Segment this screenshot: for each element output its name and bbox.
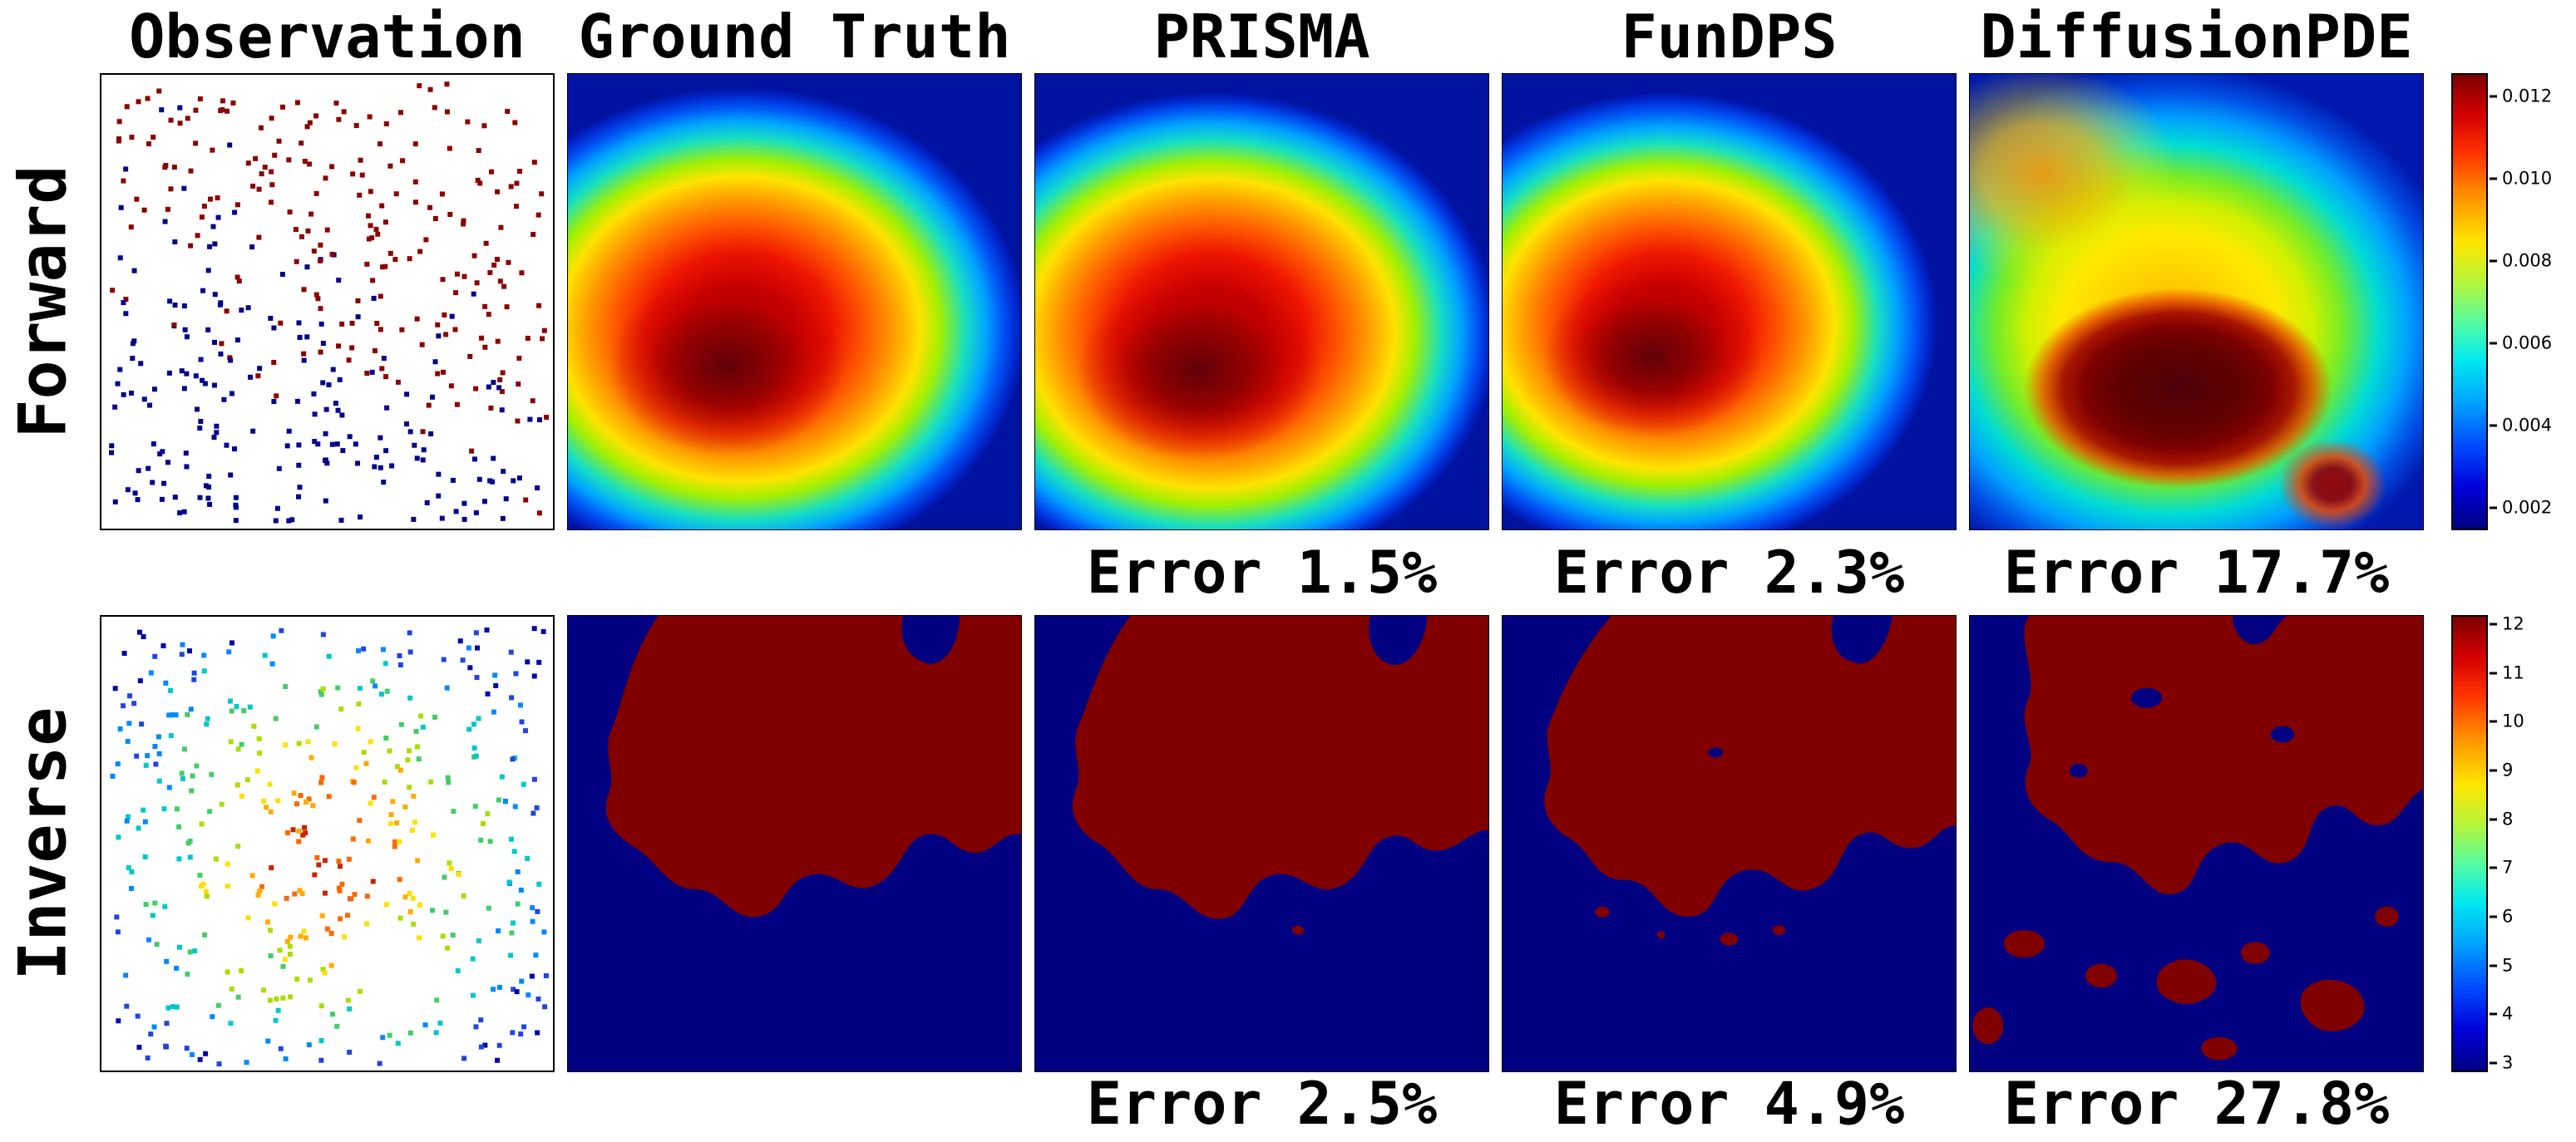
forward-error-row: Error 1.5% Error 2.3% Error 17.7%: [0, 530, 2576, 615]
forward-colorbar-tick: 0.002: [2490, 499, 2552, 516]
inverse-colorbar-tick: 9: [2490, 760, 2514, 780]
inverse-colorbar-gradient: [2451, 615, 2488, 1072]
column-header-ground-truth: Ground Truth: [578, 2, 1011, 71]
inverse-prisma-field: [1035, 616, 1488, 1071]
inverse-colorbar-tick: 7: [2490, 859, 2513, 877]
column-header-fundps: FunDPS: [1621, 2, 1838, 71]
inverse-colorbar: 12 11 10 9 8 7 6 5 4 3: [2436, 615, 2574, 1072]
inverse-diffusionpde-field: [1970, 616, 2423, 1071]
column-header-prisma: PRISMA: [1153, 2, 1370, 71]
tick-label: 7: [2502, 857, 2514, 878]
inverse-error-diffusionpde: Error 27.8%: [2003, 1070, 2390, 1138]
inverse-prisma-red-region: [1072, 616, 1488, 935]
row-label-inverse: Inverse: [6, 706, 81, 981]
inverse-prisma-heatmap: [1034, 615, 1489, 1072]
inverse-error-prisma: Error 2.5%: [1086, 1070, 1438, 1138]
inverse-gt-red-region: [605, 616, 1021, 918]
inverse-colorbar-tick: 12: [2490, 613, 2524, 634]
forward-colorbar-tick: 0.008: [2490, 252, 2552, 269]
inverse-diffusionpde-navy-holes: [2069, 687, 2295, 778]
forward-error-fundps: Error 2.3%: [1553, 539, 1905, 607]
forward-colorbar-gradient: [2451, 73, 2488, 530]
forward-error-diffusionpde: Error 17.7%: [2003, 539, 2390, 607]
forward-observation-panel: [100, 73, 555, 530]
forward-error-prisma: Error 1.5%: [1086, 539, 1438, 607]
forward-colorbar-tick: 0.010: [2490, 170, 2552, 187]
inverse-colorbar-tick: 5: [2490, 957, 2513, 974]
tick-label: 0.012: [2502, 86, 2553, 106]
inverse-fundps-field: [1503, 616, 1956, 1071]
inverse-colorbar-tick: 6: [2490, 908, 2513, 926]
tick-label: 8: [2502, 809, 2514, 829]
tick-label: 12: [2502, 613, 2524, 634]
inverse-colorbar-tick: 10: [2490, 711, 2524, 731]
forward-observation-scatter: [109, 81, 550, 524]
column-header-observation: Observation: [129, 2, 526, 71]
tick-label: 5: [2502, 955, 2514, 976]
inverse-error-fundps: Error 4.9%: [1553, 1070, 1905, 1138]
column-header-diffusionpde: DiffusionPDE: [1980, 2, 2413, 71]
forward-row: Forward 0.012 0.010 0.008 0.006 0.004 0.…: [0, 73, 2576, 530]
inverse-fundps-navy-holes: [1708, 747, 1723, 758]
tick-label: 11: [2502, 662, 2524, 683]
tick-label: 0.006: [2502, 332, 2553, 352]
forward-colorbar: 0.012 0.010 0.008 0.006 0.004 0.002: [2436, 73, 2574, 530]
tick-label: 0.008: [2502, 250, 2553, 270]
row-label-forward: Forward: [6, 165, 81, 439]
inverse-row: Inverse: [0, 615, 2576, 1072]
forward-gutter: Forward: [0, 73, 87, 530]
inverse-diffusionpde-heatmap: [1969, 615, 2424, 1072]
inverse-ground-truth-heatmap: [567, 615, 1022, 1072]
inverse-colorbar-tick: 8: [2490, 810, 2513, 828]
tick-label: 0.004: [2502, 415, 2553, 435]
forward-fundps-heatmap: [1502, 73, 1957, 530]
inverse-colorbar-tick: 4: [2490, 1003, 2514, 1024]
inverse-observation-scatter: [110, 626, 549, 1067]
inverse-fundps-heatmap: [1502, 615, 1957, 1072]
tick-label: 0.010: [2502, 168, 2553, 188]
tick-label: 9: [2502, 760, 2514, 780]
inverse-observation-panel: [100, 615, 555, 1072]
inverse-fundps-red-region: [1544, 616, 1956, 946]
tick-label: 4: [2502, 1003, 2514, 1024]
forward-colorbar-tick: 0.006: [2490, 334, 2552, 352]
forward-prisma-heatmap: [1034, 73, 1489, 530]
inverse-gt-field: [568, 616, 1021, 1071]
column-headers: Observation Ground Truth PRISMA FunDPS D…: [0, 3, 2576, 73]
inverse-gutter: Inverse: [0, 615, 87, 1072]
forward-colorbar-tick: 0.012: [2490, 87, 2552, 105]
inverse-colorbar-tick: 3: [2490, 1052, 2514, 1073]
tick-label: 6: [2502, 906, 2514, 927]
forward-diffusionpde-heatmap: [1969, 73, 2424, 530]
tick-label: 3: [2502, 1052, 2514, 1073]
tick-label: 10: [2502, 711, 2524, 731]
forward-colorbar-tick: 0.004: [2490, 416, 2552, 434]
inverse-diffusionpde-red-region: [1972, 616, 2423, 1061]
inverse-colorbar-tick: 11: [2490, 664, 2524, 682]
forward-ground-truth-heatmap: [567, 73, 1022, 530]
tick-label: 0.002: [2502, 497, 2553, 517]
inverse-error-row: Error 2.5% Error 4.9% Error 27.8%: [0, 1072, 2576, 1135]
